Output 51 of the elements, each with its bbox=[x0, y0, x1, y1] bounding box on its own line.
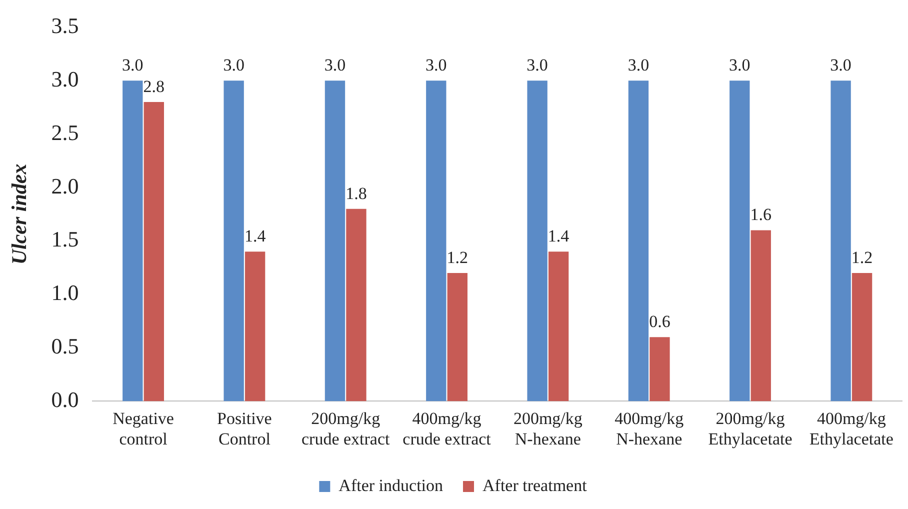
bar bbox=[852, 272, 872, 402]
x-tick-label: 400mg/kg crude extract bbox=[402, 408, 492, 448]
x-tick-label: Negative control bbox=[112, 408, 174, 448]
data-label: 1.8 bbox=[346, 184, 367, 203]
y-tick-label: 3.0 bbox=[51, 66, 79, 92]
x-tick-label: 400mg/kg Ethylacetate bbox=[809, 408, 894, 448]
y-tick-label: 2.5 bbox=[51, 120, 79, 145]
bar bbox=[830, 80, 851, 402]
bar bbox=[548, 252, 569, 402]
y-tick-label: 0.5 bbox=[51, 334, 79, 359]
data-label: 3.0 bbox=[830, 56, 852, 75]
legend-label: After treatment bbox=[482, 476, 588, 495]
y-tick-label: 1.0 bbox=[51, 280, 79, 306]
data-label: 3.0 bbox=[628, 56, 650, 75]
y-tick-label: 1.5 bbox=[51, 226, 79, 252]
bar bbox=[244, 252, 266, 402]
legend-label: After induction bbox=[338, 476, 444, 495]
y-axis-title: Ulcer index bbox=[7, 164, 32, 265]
data-label: 0.6 bbox=[649, 312, 670, 332]
data-label: 2.8 bbox=[143, 76, 165, 96]
y-tick-label: 2.0 bbox=[51, 173, 79, 198]
data-label: 1.4 bbox=[244, 226, 266, 246]
bar bbox=[447, 272, 468, 402]
data-label: 3.0 bbox=[223, 56, 244, 75]
bar bbox=[324, 80, 346, 402]
data-label: 1.2 bbox=[851, 248, 873, 267]
bar bbox=[730, 80, 750, 402]
data-label: 3.0 bbox=[324, 56, 346, 75]
data-label: 1.6 bbox=[750, 205, 772, 224]
y-tick-label: 0.0 bbox=[51, 386, 79, 412]
bar bbox=[144, 102, 164, 402]
x-tick-label: 400mg/kg N-hexane bbox=[614, 408, 684, 448]
bar bbox=[346, 208, 366, 402]
bar bbox=[650, 337, 670, 402]
x-tick-label: 200mg/kg crude extract bbox=[301, 408, 390, 448]
bar bbox=[426, 80, 446, 402]
bar bbox=[122, 80, 143, 402]
x-tick-label: 200mg/kg Ethylacetate bbox=[708, 408, 792, 448]
bar bbox=[628, 80, 649, 402]
bar bbox=[224, 80, 244, 402]
bar bbox=[750, 230, 771, 402]
data-label: 3.0 bbox=[729, 56, 750, 75]
x-tick-label: Positive Control bbox=[217, 408, 272, 448]
x-tick-label: 200mg/kg N-hexane bbox=[513, 408, 583, 448]
data-label: 3.0 bbox=[426, 56, 447, 75]
data-label: 1.4 bbox=[548, 226, 570, 246]
bar bbox=[527, 80, 548, 402]
data-label: 1.2 bbox=[446, 248, 468, 267]
data-label: 3.0 bbox=[526, 56, 548, 75]
data-label: 3.0 bbox=[122, 56, 144, 75]
y-tick-label: 3.5 bbox=[51, 12, 79, 38]
